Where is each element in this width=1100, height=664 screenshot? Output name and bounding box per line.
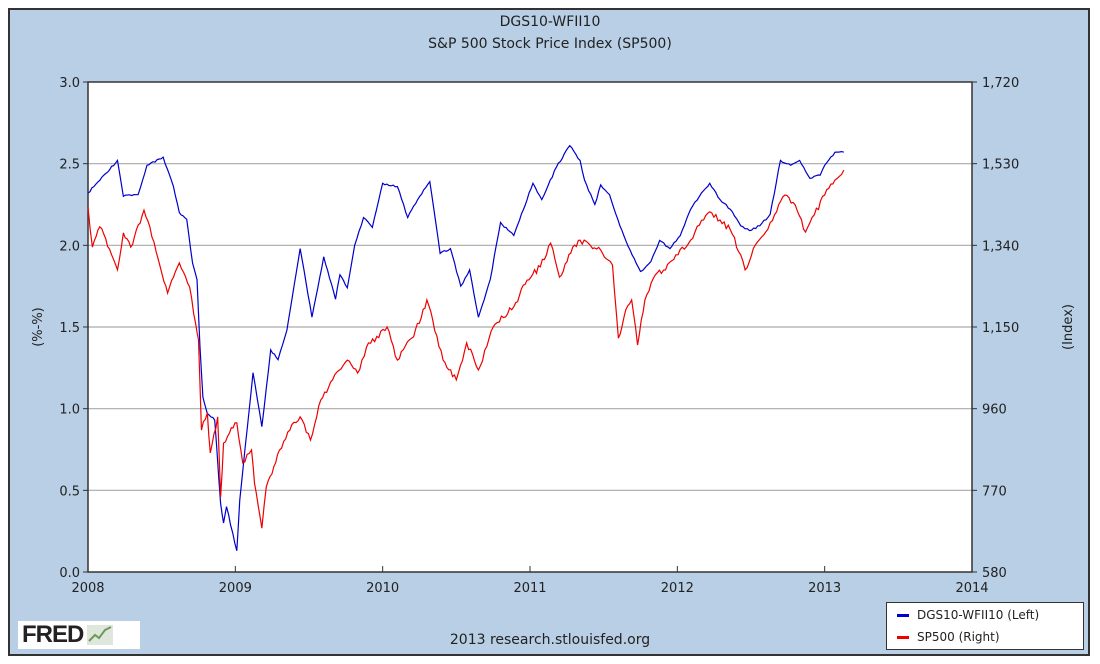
x-tick-label: 2014 (955, 581, 988, 596)
y-axis-label-left: (%-%) (31, 307, 46, 347)
legend-swatch-blue (897, 613, 909, 617)
chart-title: DGS10-WFII10 (499, 14, 601, 30)
fred-logo[interactable]: FRED (18, 621, 140, 649)
x-tick-label: 2011 (513, 581, 546, 596)
legend-item-sp500: SP500 (Right) (887, 627, 1083, 647)
legend-swatch-red (897, 635, 909, 639)
y-tick-label-left: 3.0 (59, 76, 80, 91)
legend-item-dgs10: DGS10-WFII10 (Left) (887, 605, 1083, 625)
x-tick-label: 2010 (366, 581, 399, 596)
y-tick-label-left: 2.0 (59, 239, 80, 254)
x-tick-label: 2008 (71, 581, 104, 596)
y-tick-label-left: 1.0 (59, 403, 80, 418)
fred-logo-text: FRED (22, 621, 84, 648)
chart-subtitle: S&P 500 Stock Price Index (SP500) (428, 36, 672, 52)
legend: DGS10-WFII10 (Left) SP500 (Right) (886, 602, 1084, 650)
y-tick-label-right: 770 (982, 484, 1007, 499)
y-axis-label-right: (Index) (1061, 304, 1076, 350)
y-tick-label-left: 1.5 (59, 321, 80, 336)
plot-border (87, 81, 973, 573)
y-tick-label-right: 960 (982, 403, 1007, 418)
y-tick-label-right: 1,340 (982, 239, 1019, 254)
credit-text: 2013 research.stlouisfed.org (449, 632, 651, 648)
fred-chart-icon (87, 625, 114, 645)
legend-label: SP500 (Right) (917, 630, 1000, 644)
x-tick-label: 2009 (219, 581, 252, 596)
legend-label: DGS10-WFII10 (Left) (917, 608, 1040, 622)
x-tick-label: 2013 (808, 581, 841, 596)
y-tick-label-right: 1,150 (982, 321, 1019, 336)
y-tick-label-left: 0.0 (59, 566, 80, 581)
y-tick-label-right: 580 (982, 566, 1007, 581)
series-line-dgs10-wfii10 (87, 144, 844, 551)
x-tick-label: 2012 (661, 581, 694, 596)
y-tick-label-right: 1,530 (982, 158, 1019, 173)
y-tick-label-left: 0.5 (59, 484, 80, 499)
y-tick-label-right: 1,720 (982, 76, 1019, 91)
series-line-sp500 (87, 169, 845, 529)
y-tick-label-left: 2.5 (59, 158, 80, 173)
